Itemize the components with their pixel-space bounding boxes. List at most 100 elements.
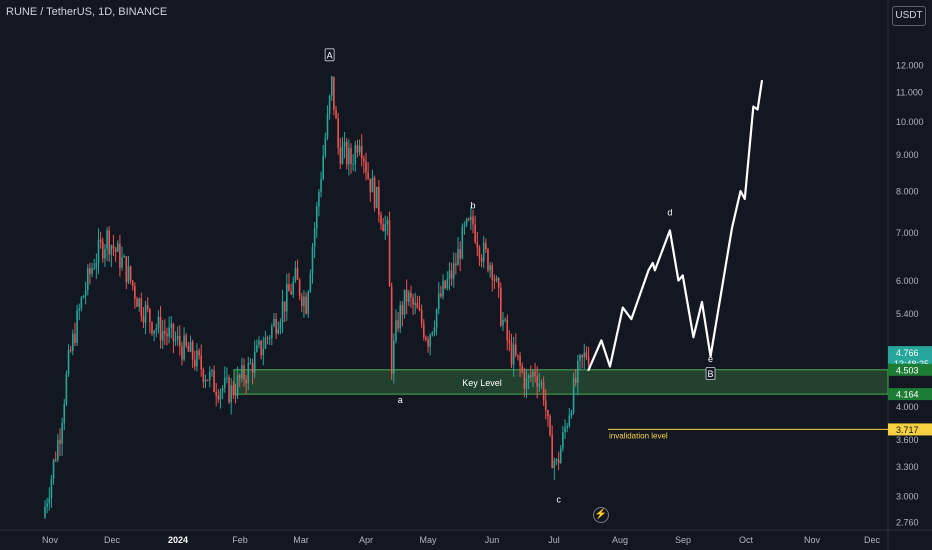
candle-body	[482, 242, 485, 262]
candle-body	[485, 242, 487, 250]
candle-body	[172, 323, 175, 341]
candle-body	[114, 248, 117, 252]
candle-body	[403, 289, 406, 315]
candle-body	[296, 268, 299, 280]
candle-body	[251, 363, 254, 373]
candle-body	[48, 497, 51, 504]
candle-body	[493, 279, 496, 281]
candle-body	[568, 415, 571, 427]
candle-body	[153, 330, 155, 334]
wave-label: c	[556, 495, 561, 505]
candle-body	[529, 375, 532, 377]
candle-body	[183, 335, 185, 360]
candle-body	[523, 371, 526, 389]
candle-body	[136, 298, 138, 307]
candle-body	[101, 241, 104, 259]
candle-body	[579, 355, 581, 361]
candle-body	[315, 206, 318, 229]
x-tick-label: May	[419, 535, 437, 545]
candle-body	[228, 377, 230, 403]
candle-body	[200, 355, 203, 370]
candle-body	[119, 243, 121, 268]
candle-body	[54, 459, 57, 461]
candle-body	[470, 216, 472, 220]
candle-body	[427, 339, 429, 347]
candle-body	[146, 305, 149, 309]
price-badge	[888, 363, 932, 376]
candle-body	[343, 141, 346, 147]
candle-body	[176, 335, 179, 340]
currency-button[interactable]: USDT	[892, 6, 926, 26]
candle-body	[59, 439, 61, 444]
candle-body	[521, 366, 524, 372]
candle-body	[82, 296, 85, 298]
candle-body	[324, 137, 327, 156]
candle-body	[191, 341, 194, 360]
candle-body	[410, 292, 412, 298]
candle-body	[559, 448, 562, 464]
candle-body	[444, 280, 446, 289]
candle-body	[384, 224, 387, 232]
candle-body	[369, 178, 372, 193]
candle-body	[429, 334, 431, 347]
candle-body	[527, 375, 530, 379]
candle-body	[339, 147, 342, 164]
candle-body	[472, 216, 474, 225]
candle-body	[380, 214, 382, 225]
candle-body	[247, 363, 250, 384]
candle-body	[433, 327, 436, 333]
candle-body	[149, 308, 151, 323]
candle-body	[510, 342, 513, 365]
candle-body	[50, 478, 53, 498]
candle-body	[110, 245, 113, 255]
candle-body	[345, 141, 348, 165]
candle-body	[455, 263, 457, 266]
candle-body	[134, 286, 136, 299]
x-tick-label: Nov	[804, 535, 821, 545]
candle-body	[547, 410, 549, 417]
candle-body	[399, 305, 402, 329]
candle-body	[519, 356, 521, 367]
candle-body	[166, 333, 168, 337]
candle-body	[80, 297, 83, 309]
candle-body	[281, 301, 284, 323]
candle-body	[95, 262, 98, 268]
candle-body	[373, 177, 376, 208]
candle-body	[395, 320, 397, 341]
candle-body	[219, 391, 222, 400]
candle-body	[307, 291, 310, 314]
candle-body	[577, 360, 579, 384]
candle-body	[465, 218, 468, 225]
candle-body	[382, 224, 384, 232]
candle-body	[217, 395, 220, 400]
candle-body	[311, 246, 314, 274]
candle-body	[467, 218, 470, 220]
candle-body	[144, 305, 147, 323]
candle-body	[440, 293, 442, 297]
x-tick-label: 2024	[168, 535, 188, 545]
candle-body	[388, 220, 391, 287]
candle-body	[63, 403, 66, 424]
candle-body	[159, 316, 162, 341]
y-tick-label: 10.000	[896, 117, 924, 127]
candle-body	[168, 327, 170, 337]
x-tick-label: Jun	[485, 535, 500, 545]
lightning-icon[interactable]: ⚡	[593, 507, 609, 523]
candle-body	[416, 302, 419, 309]
candle-body	[335, 109, 337, 119]
candle-body	[393, 340, 395, 374]
price-badge	[888, 423, 932, 436]
candle-body	[72, 333, 74, 351]
candle-body	[294, 268, 297, 282]
y-tick-label: 9.000	[896, 150, 919, 160]
candle-body	[495, 278, 498, 281]
y-tick-label: 3.000	[896, 492, 919, 502]
candle-body	[266, 337, 269, 339]
candle-body	[121, 257, 123, 268]
candle-body	[221, 387, 224, 392]
y-tick-label: 4.000	[896, 402, 919, 412]
candle-body	[155, 328, 158, 331]
candle-body	[97, 239, 100, 263]
candle-body	[515, 344, 517, 355]
